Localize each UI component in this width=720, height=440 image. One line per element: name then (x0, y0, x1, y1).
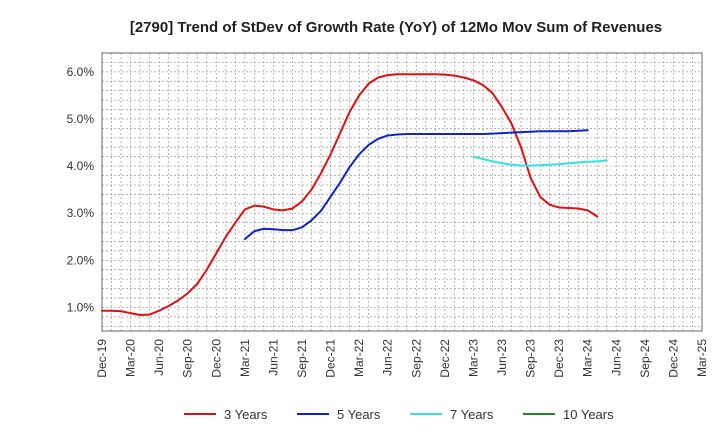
x-tick-label: Mar-25 (695, 339, 709, 377)
x-tick-label: Sep-24 (638, 339, 652, 378)
legend-label: 3 Years (224, 407, 268, 422)
y-tick-label: 1.0% (67, 300, 95, 314)
series-lines (101, 73, 608, 316)
chart-title: [2790] Trend of StDev of Growth Rate (Yo… (130, 19, 662, 36)
legend-label: 10 Years (563, 407, 614, 422)
x-tick-label: Dec-21 (324, 339, 338, 378)
x-tick-label: Dec-19 (95, 339, 109, 378)
gridlines (102, 53, 702, 331)
y-tick-label: 4.0% (67, 159, 95, 173)
x-tick-label: Dec-23 (552, 339, 566, 378)
x-tick-label: Sep-20 (181, 339, 195, 378)
y-tick-label: 3.0% (67, 206, 95, 220)
x-tick-label: Sep-21 (295, 339, 309, 378)
x-tick-label: Mar-22 (352, 339, 366, 377)
x-tick-label: Dec-22 (438, 339, 452, 378)
x-tick-label: Sep-22 (409, 339, 423, 378)
x-tick-label: Mar-23 (466, 339, 480, 377)
x-tick-label: Jun-24 (609, 339, 623, 376)
legend: 3 Years 5 Years 7 Years 10 Years (184, 407, 614, 422)
x-axis-ticks: Dec-19 Mar-20 Jun-20 Sep-20 Dec-20 Mar-21 Jun-… (95, 339, 709, 378)
y-tick-label: 6.0% (67, 65, 95, 79)
legend-label: 7 Years (450, 407, 494, 422)
plot-area (102, 53, 702, 331)
x-tick-label: Jun-23 (495, 339, 509, 376)
x-tick-label: Dec-20 (209, 339, 223, 378)
x-tick-label: Dec-24 (666, 339, 680, 378)
x-tick-label: Mar-21 (238, 339, 252, 377)
y-axis-ticks: 1.0% 2.0% 3.0% 4.0% 5.0% 6.0% (67, 65, 95, 315)
plot-frame (101, 52, 703, 332)
x-tick-label: Mar-20 (124, 339, 138, 377)
y-tick-label: 2.0% (67, 253, 95, 267)
x-tick-label: Jun-20 (152, 339, 166, 376)
x-tick-label: Sep-23 (524, 339, 538, 378)
x-tick-label: Jun-21 (266, 339, 280, 376)
series-line-7-years (472, 155, 608, 167)
x-tick-label: Mar-24 (581, 339, 595, 377)
legend-label: 5 Years (337, 407, 381, 422)
series-line-5-years (243, 129, 589, 241)
x-tick-label: Jun-22 (381, 339, 395, 376)
y-tick-label: 5.0% (67, 112, 95, 126)
